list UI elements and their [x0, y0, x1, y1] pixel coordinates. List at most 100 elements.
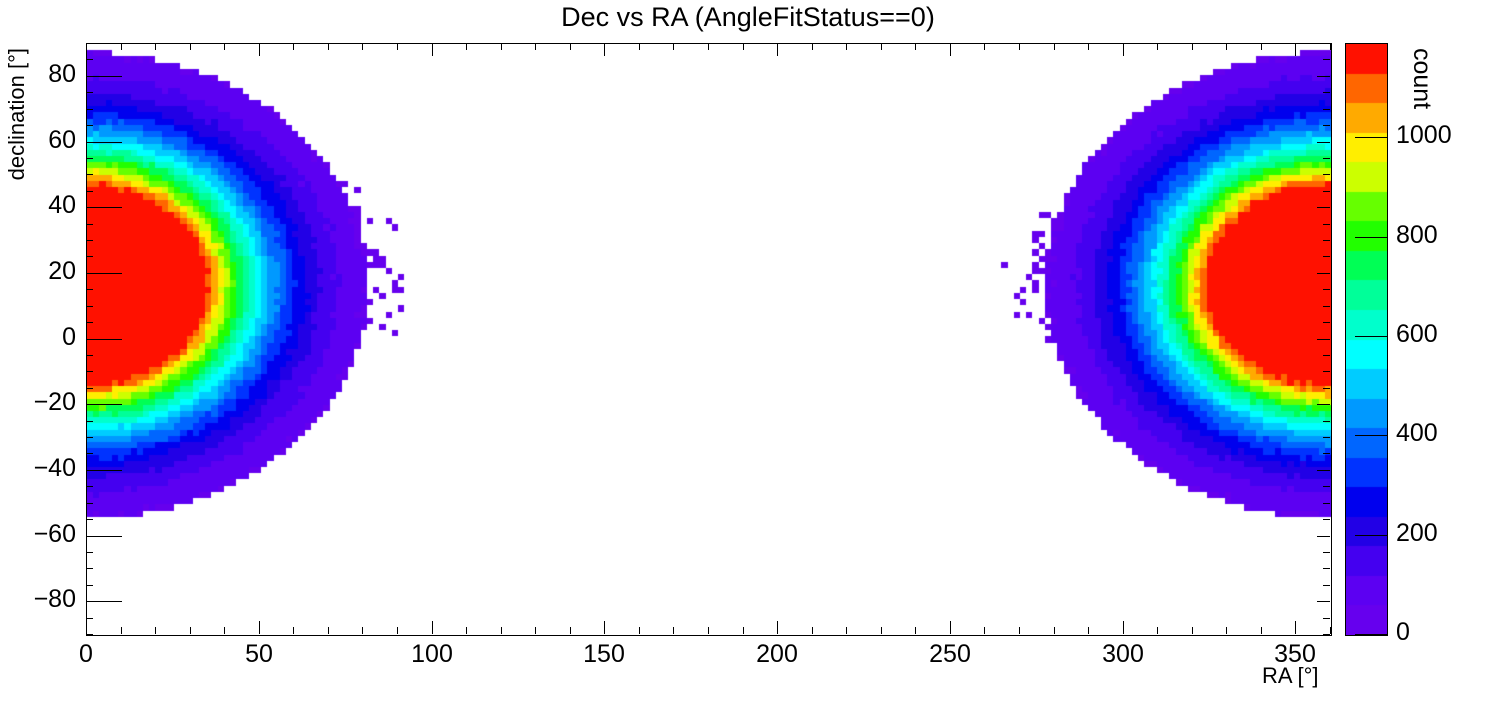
x-axis-minor-tick	[397, 627, 398, 634]
y-axis-minor-tick-right	[1323, 109, 1330, 110]
y-axis-minor-tick-right	[1323, 371, 1330, 372]
y-axis-minor-tick-right	[1323, 322, 1330, 323]
x-axis-minor-tick-top	[1088, 43, 1089, 50]
y-axis-minor-tick	[86, 453, 93, 454]
histogram-plot-area[interactable]	[86, 43, 1332, 636]
x-axis-minor-tick	[639, 627, 640, 634]
x-axis-major-tick-top	[604, 43, 605, 56]
y-axis-major-tick-right	[1317, 273, 1330, 274]
x-axis-minor-tick	[1157, 627, 1158, 634]
x-axis-minor-tick-top	[570, 43, 571, 50]
x-axis-minor-tick	[155, 627, 156, 634]
x-axis-minor-tick-top	[293, 43, 294, 50]
y-axis-tick-label: −20	[33, 388, 76, 416]
y-axis-minor-tick	[86, 388, 93, 389]
y-axis-minor-tick	[86, 125, 93, 126]
y-axis-minor-tick	[86, 486, 93, 487]
page-title: Dec vs RA (AngleFitStatus==0)	[561, 2, 935, 32]
y-axis-minor-tick-right	[1323, 240, 1330, 241]
x-axis-minor-tick	[190, 627, 191, 634]
x-axis-minor-tick	[881, 627, 882, 634]
x-axis-major-tick	[950, 621, 951, 634]
x-axis-major-tick	[1123, 621, 1124, 634]
x-axis-minor-tick	[673, 627, 674, 634]
y-axis-minor-tick-right	[1323, 503, 1330, 504]
x-axis-minor-tick-top	[224, 43, 225, 50]
y-axis-minor-tick-right	[1323, 437, 1330, 438]
x-axis-minor-tick	[328, 627, 329, 634]
x-axis-tick-label: 200	[756, 640, 798, 668]
y-axis-minor-tick	[86, 503, 93, 504]
y-axis-minor-tick	[86, 240, 93, 241]
x-axis-minor-tick-top	[1226, 43, 1227, 50]
y-axis-tick-label: −60	[33, 520, 76, 548]
y-axis-minor-tick-right	[1323, 174, 1330, 175]
y-axis-minor-tick-right	[1323, 43, 1330, 44]
x-axis-minor-tick-top	[535, 43, 536, 50]
color-scale-canvas	[1346, 44, 1387, 635]
x-axis-major-tick-top	[432, 43, 433, 56]
y-axis-major-tick-right	[1317, 339, 1330, 340]
x-axis-tick-label: 300	[1102, 640, 1144, 668]
y-axis-minor-tick-right	[1323, 306, 1330, 307]
x-axis-minor-tick-top	[466, 43, 467, 50]
y-axis-major-tick	[86, 207, 122, 208]
x-axis-minor-tick	[812, 627, 813, 634]
x-axis-minor-tick-top	[915, 43, 916, 50]
x-axis-major-tick-top	[1123, 43, 1124, 56]
x-axis-minor-tick-top	[984, 43, 985, 50]
y-axis-tick-label: −40	[33, 454, 76, 482]
x-axis-minor-tick	[1330, 627, 1331, 634]
x-axis-minor-tick	[743, 627, 744, 634]
histogram-heatmap-canvas[interactable]	[87, 44, 1331, 635]
y-axis-minor-tick-right	[1323, 59, 1330, 60]
x-axis-tick-label: 0	[79, 640, 93, 668]
x-axis-minor-tick	[708, 627, 709, 634]
color-scale-tick	[1355, 336, 1387, 337]
x-axis-major-tick	[604, 621, 605, 634]
x-axis-minor-tick	[535, 627, 536, 634]
y-axis-minor-tick	[86, 289, 93, 290]
y-axis-tick-label: 20	[48, 257, 76, 285]
y-axis-minor-tick	[86, 191, 93, 192]
x-axis-minor-tick	[915, 627, 916, 634]
color-scale-tick-label: 0	[1396, 618, 1410, 646]
y-axis-major-tick-right	[1317, 207, 1330, 208]
x-axis-major-tick-top	[1295, 43, 1296, 56]
x-axis-tick-label: 100	[411, 640, 453, 668]
x-axis-major-tick	[1295, 621, 1296, 634]
y-axis-tick-label: 60	[48, 126, 76, 154]
x-axis-minor-tick-top	[639, 43, 640, 50]
x-axis-minor-tick	[570, 627, 571, 634]
x-axis-major-tick-top	[950, 43, 951, 56]
x-axis-tick-label: 50	[245, 640, 273, 668]
x-axis-minor-tick-top	[190, 43, 191, 50]
y-axis-major-tick-right	[1317, 601, 1330, 602]
color-scale-tick	[1355, 237, 1387, 238]
y-axis-minor-tick	[86, 618, 93, 619]
x-axis-minor-tick	[846, 627, 847, 634]
y-axis-minor-tick-right	[1323, 552, 1330, 553]
y-axis-minor-tick-right	[1323, 634, 1330, 635]
x-axis-minor-tick	[1261, 627, 1262, 634]
y-axis-major-tick	[86, 470, 122, 471]
color-scale-tick-label: 600	[1396, 320, 1438, 348]
color-scale-tick-label: 800	[1396, 221, 1438, 249]
y-axis-minor-tick-right	[1323, 289, 1330, 290]
color-scale-bar[interactable]	[1345, 43, 1388, 636]
y-axis-major-tick	[86, 76, 122, 77]
x-axis-minor-tick-top	[846, 43, 847, 50]
x-axis-minor-tick-top	[397, 43, 398, 50]
x-axis-minor-tick	[224, 627, 225, 634]
y-axis-major-tick-right	[1317, 404, 1330, 405]
x-axis-minor-tick-top	[708, 43, 709, 50]
color-scale-tick	[1355, 435, 1387, 436]
color-scale-tick-label: 200	[1396, 519, 1438, 547]
x-axis-minor-tick-top	[501, 43, 502, 50]
y-axis-minor-tick	[86, 59, 93, 60]
y-axis-minor-tick	[86, 355, 93, 356]
x-axis-minor-tick	[293, 627, 294, 634]
color-scale-tick	[1355, 634, 1387, 635]
y-axis-minor-tick-right	[1323, 486, 1330, 487]
x-axis-minor-tick-top	[362, 43, 363, 50]
